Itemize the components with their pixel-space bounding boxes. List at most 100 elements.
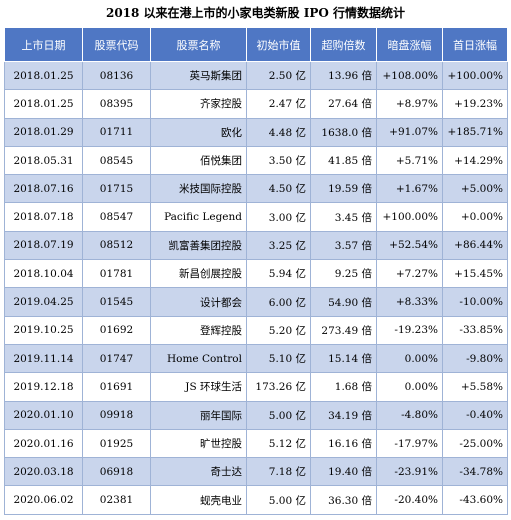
listing-date-cell: 2018.10.04 bbox=[4, 259, 83, 289]
first-day-change-cell: -33.85% bbox=[442, 315, 508, 345]
table-row: 2019.11.14 01747 Home Control 5.10 亿 15.14 倍… bbox=[4, 343, 508, 374]
listing-date-cell: 2018.07.16 bbox=[4, 174, 83, 204]
stock-name-cell: 设计都会 bbox=[150, 287, 247, 317]
oversubscription-cell: 273.49 倍 bbox=[310, 315, 377, 345]
stock-code-cell: 01781 bbox=[82, 259, 151, 289]
grey-market-change-cell: -20.40% bbox=[376, 485, 443, 515]
oversubscription-cell: 1.68 倍 bbox=[310, 372, 377, 402]
stock-code-cell: 08395 bbox=[82, 89, 151, 119]
oversubscription-cell: 19.40 倍 bbox=[310, 457, 377, 487]
oversubscription-cell: 16.16 倍 bbox=[310, 428, 377, 459]
grey-market-change-cell: -17.97% bbox=[376, 428, 443, 459]
stock-name-cell: 米技国际控股 bbox=[150, 174, 247, 204]
market-cap-cell: 173.26 亿 bbox=[246, 372, 311, 402]
grey-market-change-cell: +7.27% bbox=[376, 259, 443, 289]
market-cap-cell: 3.00 亿 bbox=[246, 202, 311, 232]
stock-name-cell: Home Control bbox=[150, 343, 247, 374]
first-day-change-cell: +100.00% bbox=[442, 60, 508, 91]
first-day-change-cell: -43.60% bbox=[442, 485, 508, 515]
stock-name-cell: 佰悦集团 bbox=[150, 145, 247, 176]
stock-code-cell: 08136 bbox=[82, 60, 151, 91]
table-row: 2018.07.19 08512 凯富善集团控股 3.25 亿 3.57 倍 +52.54… bbox=[4, 230, 508, 261]
grey-market-change-cell: +52.54% bbox=[376, 230, 443, 261]
oversubscription-cell: 54.90 倍 bbox=[310, 287, 377, 317]
grey-market-change-cell: +91.07% bbox=[376, 117, 443, 147]
oversubscription-cell: 13.96 倍 bbox=[310, 60, 377, 91]
stock-name-cell: 丽年国际 bbox=[150, 400, 247, 430]
table-row: 2018.10.04 01781 新昌创展控股 5.94 亿 9.25 倍 +7.27% +… bbox=[4, 259, 508, 289]
grey-market-change-cell: 0.00% bbox=[376, 343, 443, 374]
market-cap-cell: 5.94 亿 bbox=[246, 259, 311, 289]
market-cap-cell: 3.25 亿 bbox=[246, 230, 311, 261]
market-cap-cell: 5.00 亿 bbox=[246, 485, 311, 515]
first-day-change-cell: -25.00% bbox=[442, 428, 508, 459]
table-row: 2019.10.25 01692 登辉控股 5.20 亿 273.49 倍 -19.23%… bbox=[4, 315, 508, 345]
first-day-change-cell: +0.00% bbox=[442, 202, 508, 232]
market-cap-cell: 4.50 亿 bbox=[246, 174, 311, 204]
grey-market-change-cell: +108.00% bbox=[376, 60, 443, 91]
oversubscription-cell: 3.57 倍 bbox=[310, 230, 377, 261]
stock-code-cell: 01692 bbox=[82, 315, 151, 345]
stock-name-cell: 旷世控股 bbox=[150, 428, 247, 459]
stock-name-cell: 奇士达 bbox=[150, 457, 247, 487]
stock-name-cell: JS 环球生活 bbox=[150, 372, 247, 402]
oversubscription-cell: 9.25 倍 bbox=[310, 259, 377, 289]
column-header: 股票代码 bbox=[82, 27, 151, 62]
stock-code-cell: 01545 bbox=[82, 287, 151, 317]
listing-date-cell: 2018.07.18 bbox=[4, 202, 83, 232]
market-cap-cell: 6.00 亿 bbox=[246, 287, 311, 317]
table-row: 2019.04.25 01545 设计都会 6.00 亿 54.90 倍 +8.33% -1… bbox=[4, 287, 508, 317]
stock-code-cell: 08545 bbox=[82, 145, 151, 176]
market-cap-cell: 2.47 亿 bbox=[246, 89, 311, 119]
stock-name-cell: Pacific Legend bbox=[150, 202, 247, 232]
listing-date-cell: 2018.07.19 bbox=[4, 230, 83, 261]
stock-code-cell: 08547 bbox=[82, 202, 151, 232]
oversubscription-cell: 41.85 倍 bbox=[310, 145, 377, 176]
table-row: 2018.07.18 08547 Pacific Legend 3.00 亿 3.45 … bbox=[4, 202, 508, 232]
market-cap-cell: 2.50 亿 bbox=[246, 60, 311, 91]
market-cap-cell: 3.50 亿 bbox=[246, 145, 311, 176]
table-row: 2018.07.16 01715 米技国际控股 4.50 亿 19.59 倍 +1.67%… bbox=[4, 174, 508, 204]
first-day-change-cell: -9.80% bbox=[442, 343, 508, 374]
grey-market-change-cell: +8.33% bbox=[376, 287, 443, 317]
stock-code-cell: 01747 bbox=[82, 343, 151, 374]
table-row: 2019.12.18 01691 JS 环球生活 173.26 亿 1.68 倍 0.00… bbox=[4, 372, 508, 402]
first-day-change-cell: +5.00% bbox=[442, 174, 508, 204]
stock-name-cell: 蚬壳电业 bbox=[150, 485, 247, 515]
oversubscription-cell: 19.59 倍 bbox=[310, 174, 377, 204]
table-row: 2020.01.10 09918 丽年国际 5.00 亿 34.19 倍 -4.80% -0… bbox=[4, 400, 508, 430]
first-day-change-cell: -10.00% bbox=[442, 287, 508, 317]
stock-name-cell: 凯富善集团控股 bbox=[150, 230, 247, 261]
listing-date-cell: 2020.03.18 bbox=[4, 457, 83, 487]
first-day-change-cell: -0.40% bbox=[442, 400, 508, 430]
column-header: 上市日期 bbox=[4, 27, 83, 62]
listing-date-cell: 2020.06.02 bbox=[4, 485, 83, 515]
table-title: 2018 以来在港上市的小家电类新股 IPO 行情数据统计 bbox=[105, 6, 406, 20]
column-header: 超购倍数 bbox=[310, 27, 377, 62]
listing-date-cell: 2018.05.31 bbox=[4, 145, 83, 176]
first-day-change-cell: +15.45% bbox=[442, 259, 508, 289]
market-cap-cell: 5.20 亿 bbox=[246, 315, 311, 345]
first-day-change-cell: +19.23% bbox=[442, 89, 508, 119]
listing-date-cell: 2018.01.29 bbox=[4, 117, 83, 147]
column-header: 股票名称 bbox=[150, 27, 247, 62]
listing-date-cell: 2018.01.25 bbox=[4, 89, 83, 119]
market-cap-cell: 7.18 亿 bbox=[246, 457, 311, 487]
grey-market-change-cell: +5.71% bbox=[376, 145, 443, 176]
oversubscription-cell: 34.19 倍 bbox=[310, 400, 377, 430]
market-cap-cell: 5.10 亿 bbox=[246, 343, 311, 374]
market-cap-cell: 4.48 亿 bbox=[246, 117, 311, 147]
first-day-change-cell: +86.44% bbox=[442, 230, 508, 261]
listing-date-cell: 2020.01.10 bbox=[4, 400, 83, 430]
grey-market-change-cell: +8.97% bbox=[376, 89, 443, 119]
first-day-change-cell: +185.71% bbox=[442, 117, 508, 147]
oversubscription-cell: 3.45 倍 bbox=[310, 202, 377, 232]
market-cap-cell: 5.12 亿 bbox=[246, 428, 311, 459]
stock-name-cell: 欧化 bbox=[150, 117, 247, 147]
listing-date-cell: 2020.01.16 bbox=[4, 428, 83, 459]
stock-name-cell: 英马斯集团 bbox=[150, 60, 247, 91]
stock-code-cell: 09918 bbox=[82, 400, 151, 430]
stock-name-cell: 登辉控股 bbox=[150, 315, 247, 345]
table-row: 2018.01.25 08395 齐家控股 2.47 亿 27.64 倍 +8.97% +1… bbox=[4, 89, 508, 119]
column-header: 暗盘涨幅 bbox=[376, 27, 443, 62]
